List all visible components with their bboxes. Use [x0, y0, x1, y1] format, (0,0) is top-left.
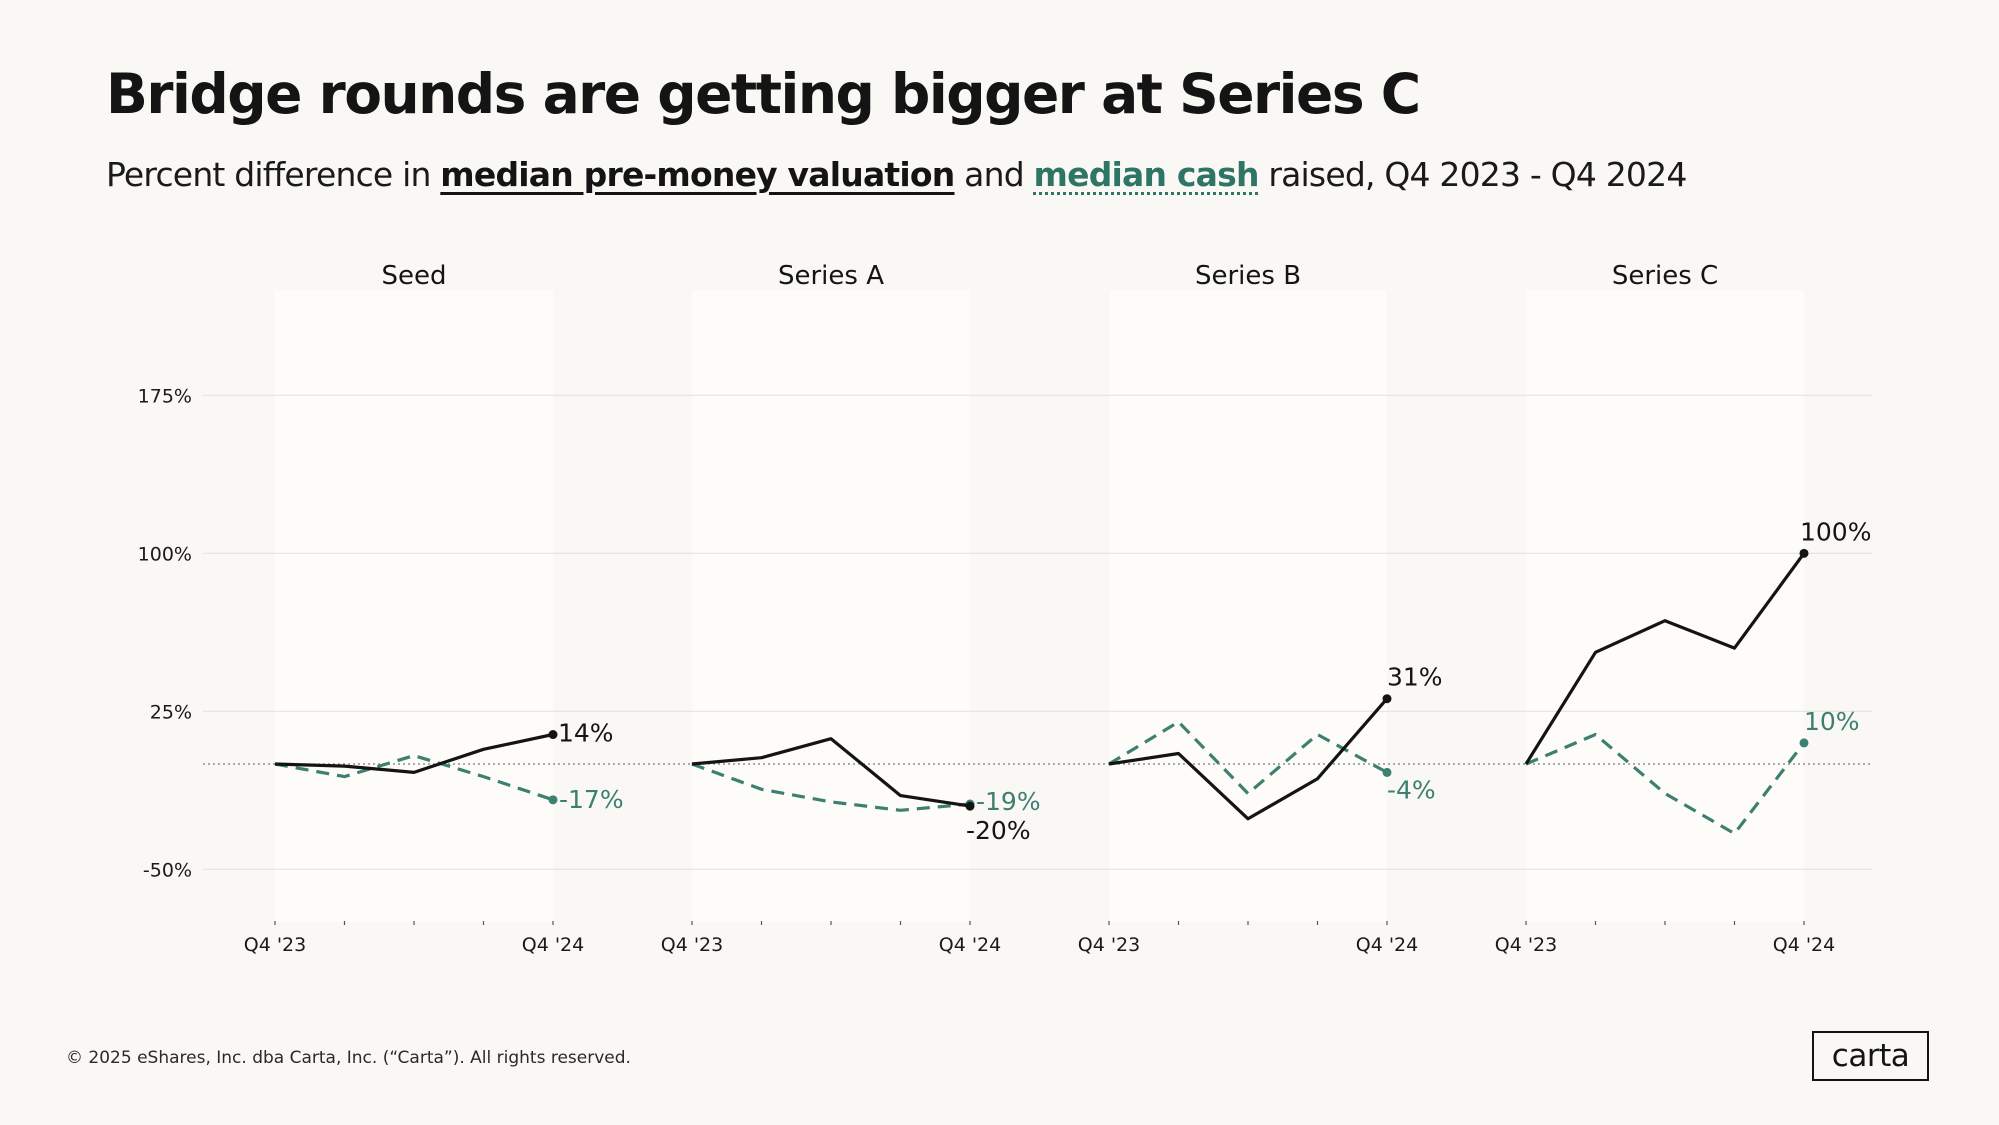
valuation-series-line — [1524, 552, 1806, 765]
valuation-end-point — [1382, 694, 1392, 704]
x-tick-label: Q4 '24 — [1356, 934, 1418, 956]
chart-subtitle: Percent difference in median pre-money v… — [106, 155, 1687, 194]
cash-end-label: -17% — [559, 785, 624, 814]
y-tick-label: 100% — [138, 543, 192, 565]
panel-title: Series A — [778, 261, 884, 291]
x-tick-label: Q4 '23 — [661, 934, 723, 956]
cash-end-point — [1382, 767, 1392, 777]
x-tick-label: Q4 '24 — [1773, 934, 1835, 956]
legend-valuation-key: median pre-money valuation — [440, 155, 955, 194]
x-tick-label: Q4 '23 — [244, 934, 306, 956]
panel-title: Seed — [382, 261, 447, 291]
panel-title: Series B — [1195, 261, 1301, 291]
panel-background — [275, 290, 553, 922]
panel-background — [1526, 290, 1804, 922]
y-tick-label: 175% — [138, 385, 192, 407]
valuation-end-label: 100% — [1800, 517, 1871, 546]
x-tick-label: Q4 '24 — [522, 934, 584, 956]
valuation-end-label: 14% — [558, 719, 614, 748]
carta-logo: carta — [1812, 1031, 1929, 1081]
valuation-series-line — [691, 737, 971, 808]
panel-title: Series C — [1612, 261, 1718, 291]
cash-end-point — [1799, 738, 1809, 748]
x-tick-label: Q4 '23 — [1078, 934, 1140, 956]
cash-end-label: 10% — [1804, 707, 1860, 736]
valuation-end-point — [1799, 548, 1809, 558]
cash-end-point — [548, 795, 558, 805]
cash-end-label: -4% — [1387, 775, 1436, 804]
legend-cash-key: median cash — [1033, 155, 1260, 194]
small-multiples-chart: -50% 25% 100% 175% Seed Q4 '23 Q4 '24 14% -17% Se… — [138, 261, 1872, 956]
subtitle-middle: and — [954, 155, 1034, 194]
copyright-footer: © 2025 eShares, Inc. dba Carta, Inc. (“C… — [66, 1048, 631, 1068]
cash-series-line — [691, 762, 971, 812]
y-tick-label: 25% — [150, 701, 192, 723]
valuation-series-line — [1108, 697, 1389, 821]
valuation-series-line — [274, 732, 554, 774]
cash-series-line — [274, 754, 554, 802]
cash-end-label: -19% — [976, 787, 1041, 816]
panel-background — [692, 290, 970, 922]
y-tick-label: -50% — [143, 859, 192, 881]
x-tick-label: Q4 '24 — [939, 934, 1001, 956]
valuation-end-point — [965, 801, 975, 811]
panel-background — [1109, 290, 1387, 922]
subtitle-prefix: Percent difference in — [106, 155, 441, 194]
cash-series-line — [1108, 720, 1388, 796]
valuation-end-label: 31% — [1387, 663, 1443, 692]
chart-title: Bridge rounds are getting bigger at Seri… — [106, 62, 1421, 126]
x-tick-label: Q4 '23 — [1495, 934, 1557, 956]
cash-series-line — [1525, 732, 1806, 836]
valuation-end-point — [548, 730, 558, 740]
valuation-end-label: -20% — [966, 816, 1031, 845]
subtitle-suffix: raised, Q4 2023 - Q4 2024 — [1258, 155, 1687, 194]
